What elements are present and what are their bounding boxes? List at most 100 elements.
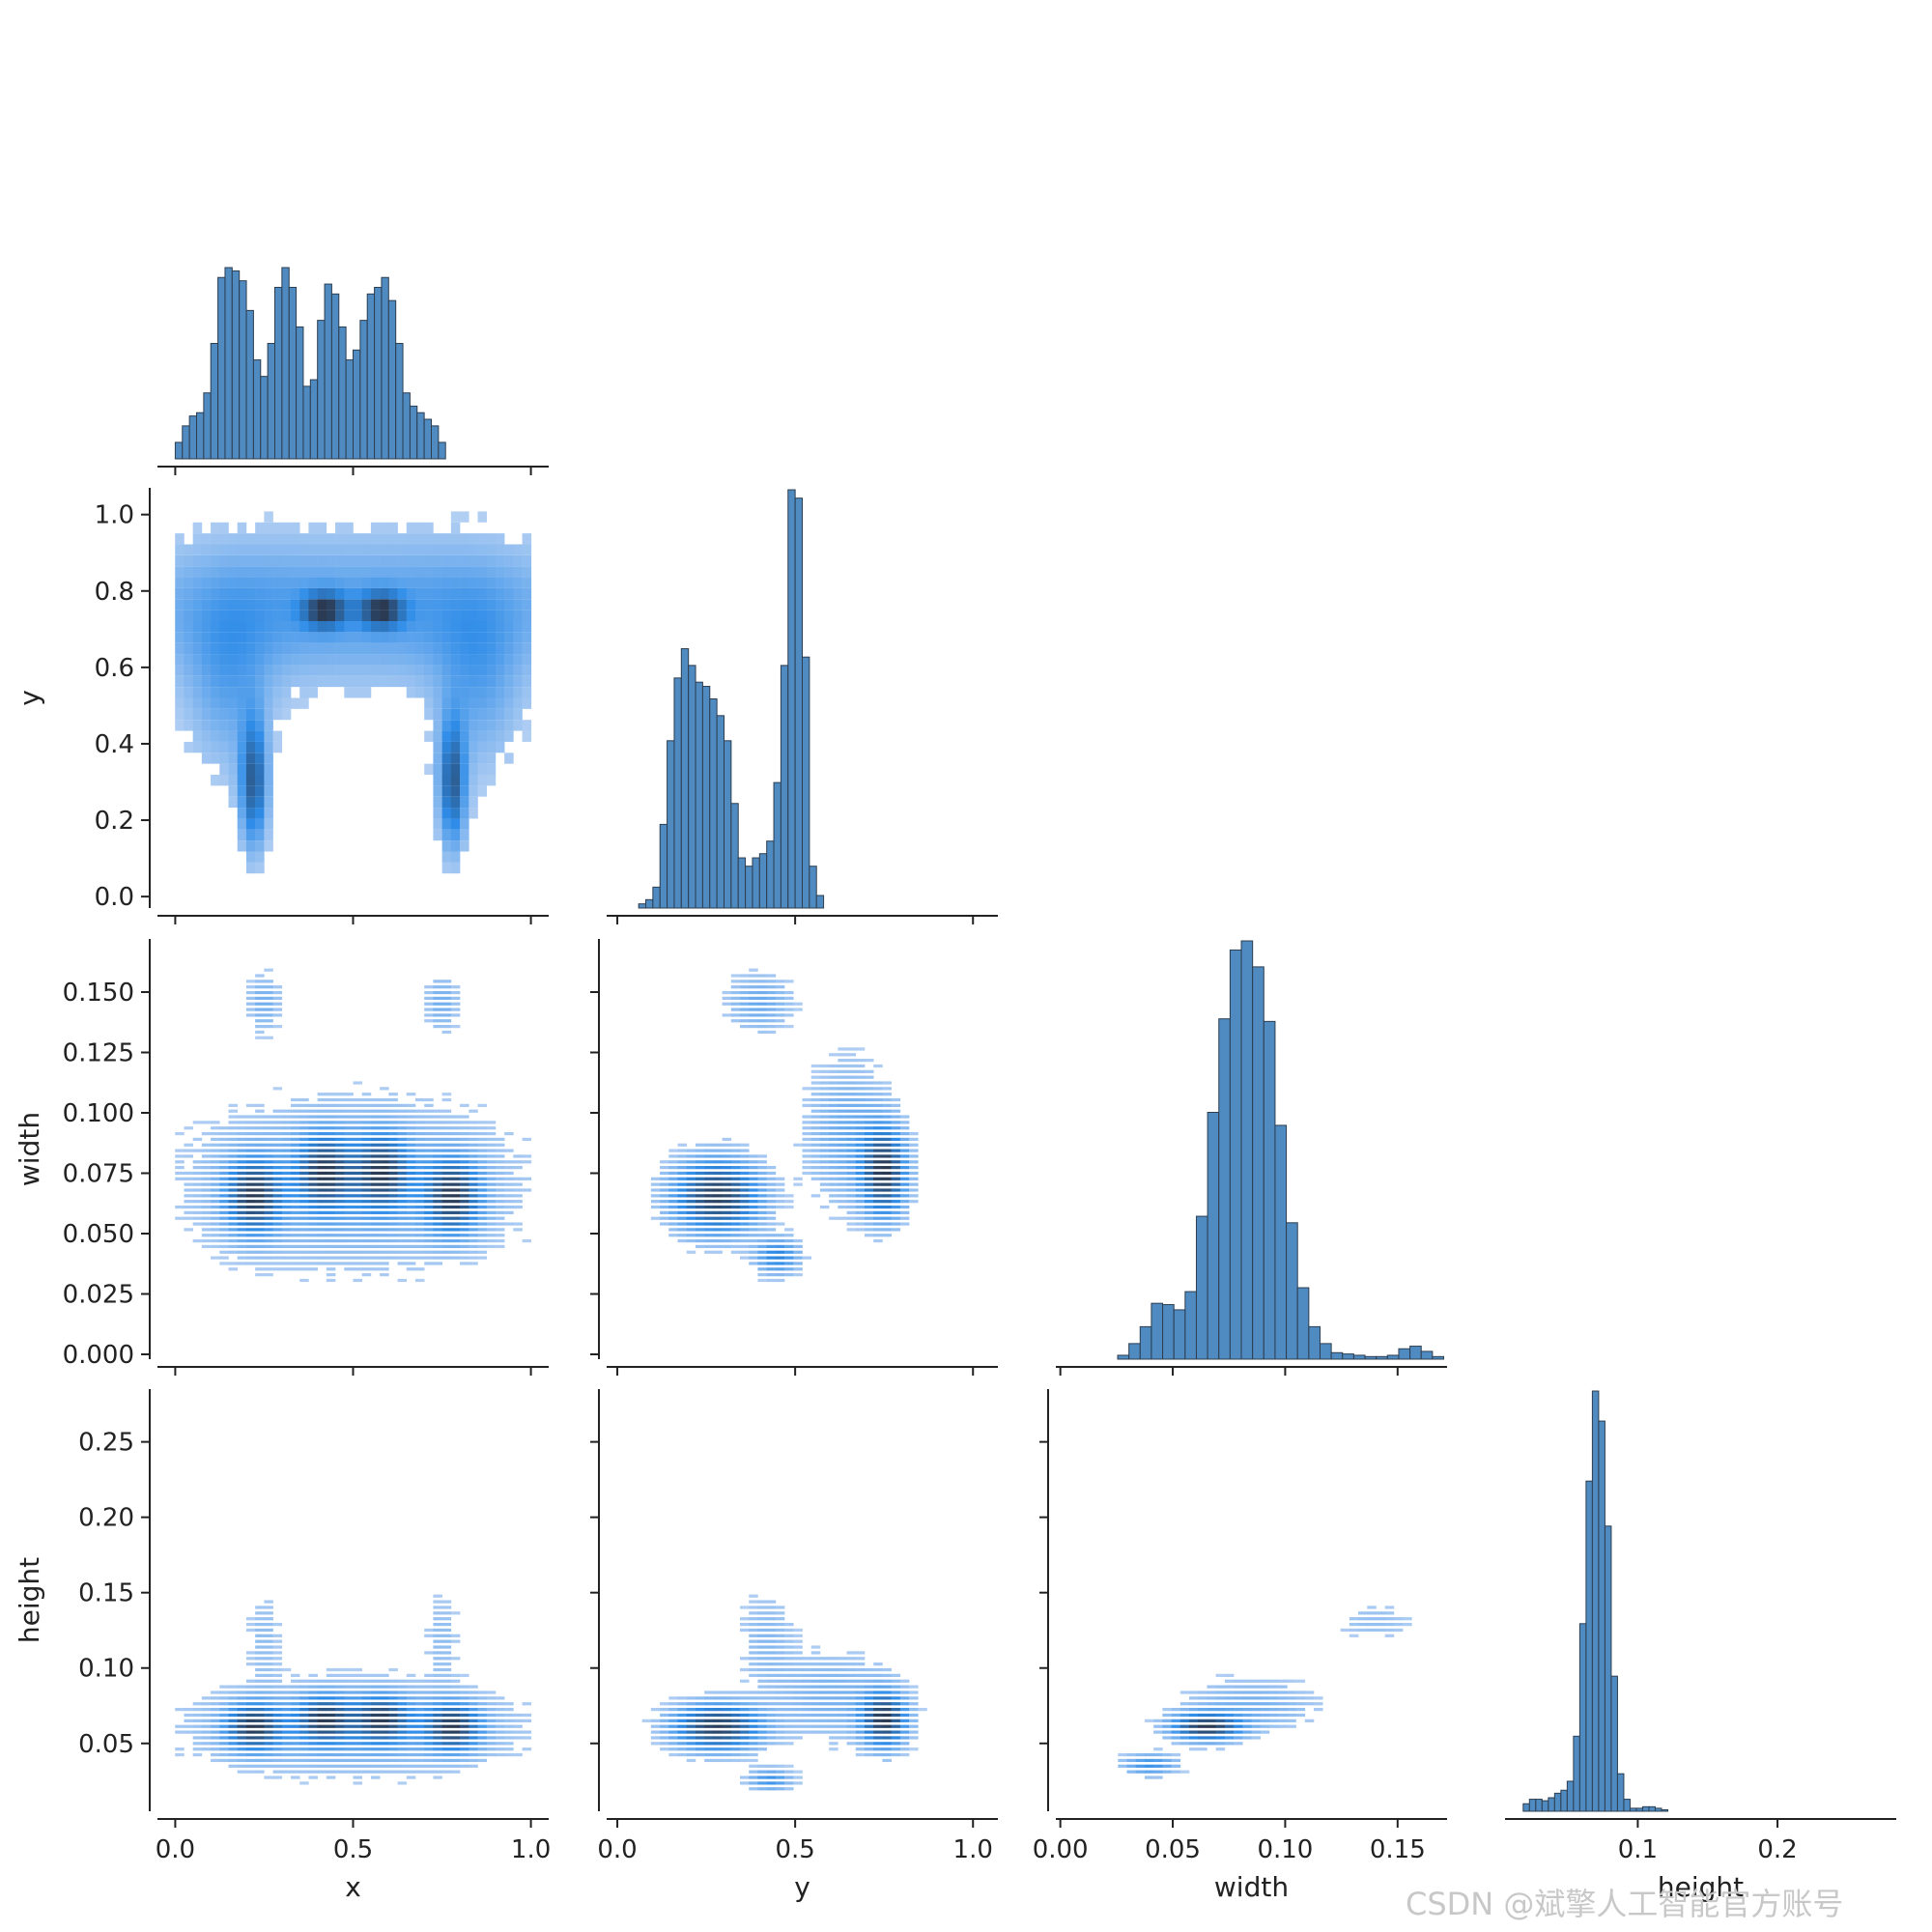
heat-cell: [1268, 1702, 1279, 1706]
heat-cell: [326, 620, 336, 633]
heat-cell: [695, 1182, 705, 1186]
heat-cell: [1295, 1713, 1306, 1718]
heat-cell: [228, 1736, 239, 1740]
heat-cell: [406, 1256, 416, 1260]
heat-cell: [1215, 1719, 1226, 1722]
heat-cell: [414, 1109, 425, 1113]
heat-cell: [397, 1210, 408, 1214]
heat-cell: [380, 1752, 389, 1757]
heat-cell: [486, 599, 497, 611]
heat-cell: [882, 1188, 892, 1192]
heat-cell: [686, 1171, 696, 1176]
heat-cell: [513, 708, 523, 721]
heat-cell: [730, 1143, 741, 1147]
heat-cell: [460, 741, 469, 753]
heat-cell: [344, 1736, 354, 1740]
heat-cell: [441, 862, 452, 874]
heat-cell: [766, 1679, 777, 1683]
heat-cell: [245, 840, 256, 852]
heat-cell: [757, 1713, 767, 1718]
heat-cell: [838, 1713, 847, 1718]
heat-cell: [291, 1747, 300, 1751]
heat-cell: [353, 1149, 363, 1152]
heat-cell: [846, 1696, 857, 1700]
heat-cell: [272, 1143, 283, 1147]
heat-cell: [264, 687, 273, 698]
heat-cell: [219, 1149, 229, 1152]
heat-cell: [299, 675, 309, 688]
heat-cell: [433, 632, 442, 643]
heat-cell: [775, 1679, 785, 1683]
heat-cell: [291, 1200, 300, 1204]
heat-cell: [829, 1713, 838, 1718]
heat-cell: [784, 1707, 794, 1712]
heat-cell: [272, 1736, 283, 1740]
heat-cell: [211, 544, 220, 555]
heat-cell: [388, 642, 398, 655]
heat-cell: [317, 1724, 327, 1728]
heat-cell: [299, 533, 309, 545]
heat-cell: [192, 720, 203, 731]
heat-cell: [433, 675, 442, 688]
heat-cell: [819, 1093, 830, 1096]
heat-cell: [264, 522, 273, 534]
heat-cell: [245, 829, 256, 841]
heat-cell: [228, 1267, 239, 1271]
heat-cell: [513, 1724, 523, 1728]
heat-cell: [201, 1707, 212, 1712]
heat-cell: [757, 1267, 767, 1271]
y-tick-label-height-1: 0.10: [78, 1655, 134, 1684]
heat-cell: [775, 1781, 785, 1785]
heat-cell: [810, 1177, 821, 1180]
heat-cell: [211, 554, 220, 567]
heat-cell: [1118, 1752, 1127, 1757]
heat-cell: [424, 1262, 434, 1265]
heat-cell: [397, 577, 408, 588]
heat-cell: [344, 620, 354, 633]
heat-cell: [749, 1742, 758, 1746]
heat-cell: [335, 1115, 345, 1119]
heat-cell: [730, 1238, 741, 1243]
hist-bar-x-29: [381, 276, 389, 460]
heat-cell: [469, 544, 478, 555]
heat-cell: [281, 675, 292, 688]
heat-cell: [1278, 1702, 1288, 1706]
heat-cell: [317, 1262, 327, 1265]
heat-cell: [264, 808, 273, 819]
heat-cell: [388, 1222, 398, 1226]
heat-cell: [713, 1216, 723, 1220]
heat-cell: [450, 1707, 461, 1712]
heat-cell: [272, 1115, 283, 1119]
heat-cell: [361, 1690, 372, 1694]
hist-bar-width-27: [1420, 1350, 1434, 1360]
heat-cell: [291, 610, 300, 621]
heat-cell: [677, 1736, 688, 1740]
heat-cell: [730, 1222, 741, 1226]
heat-cell: [281, 533, 292, 545]
heat-cell: [264, 1234, 273, 1237]
heat-cell: [264, 980, 273, 983]
heat-cell: [855, 1154, 866, 1158]
heat-cell: [713, 1149, 723, 1152]
heat-cell: [1367, 1628, 1377, 1633]
heat-cell: [495, 1216, 505, 1220]
heat-cell: [237, 620, 247, 633]
heat-cell: [397, 1244, 408, 1249]
heat-cell: [441, 687, 452, 698]
heat-cell: [380, 1736, 389, 1740]
heat-cell: [326, 1093, 336, 1096]
heat-cell: [469, 642, 478, 655]
heat-cell: [406, 665, 416, 676]
heat-cell: [219, 1234, 229, 1237]
heat-cell: [299, 1278, 309, 1283]
heat-cell: [228, 632, 239, 643]
heat-cell: [460, 1719, 469, 1722]
heat-cell: [264, 985, 273, 989]
heat-cell: [192, 1160, 203, 1164]
heat-cell: [245, 851, 256, 863]
heat-cell: [460, 1210, 469, 1214]
hist-bar-y-1: [645, 898, 654, 909]
heat-cell: [899, 1115, 910, 1119]
heat-cell: [1260, 1719, 1270, 1722]
heat-cell: [228, 1690, 239, 1694]
